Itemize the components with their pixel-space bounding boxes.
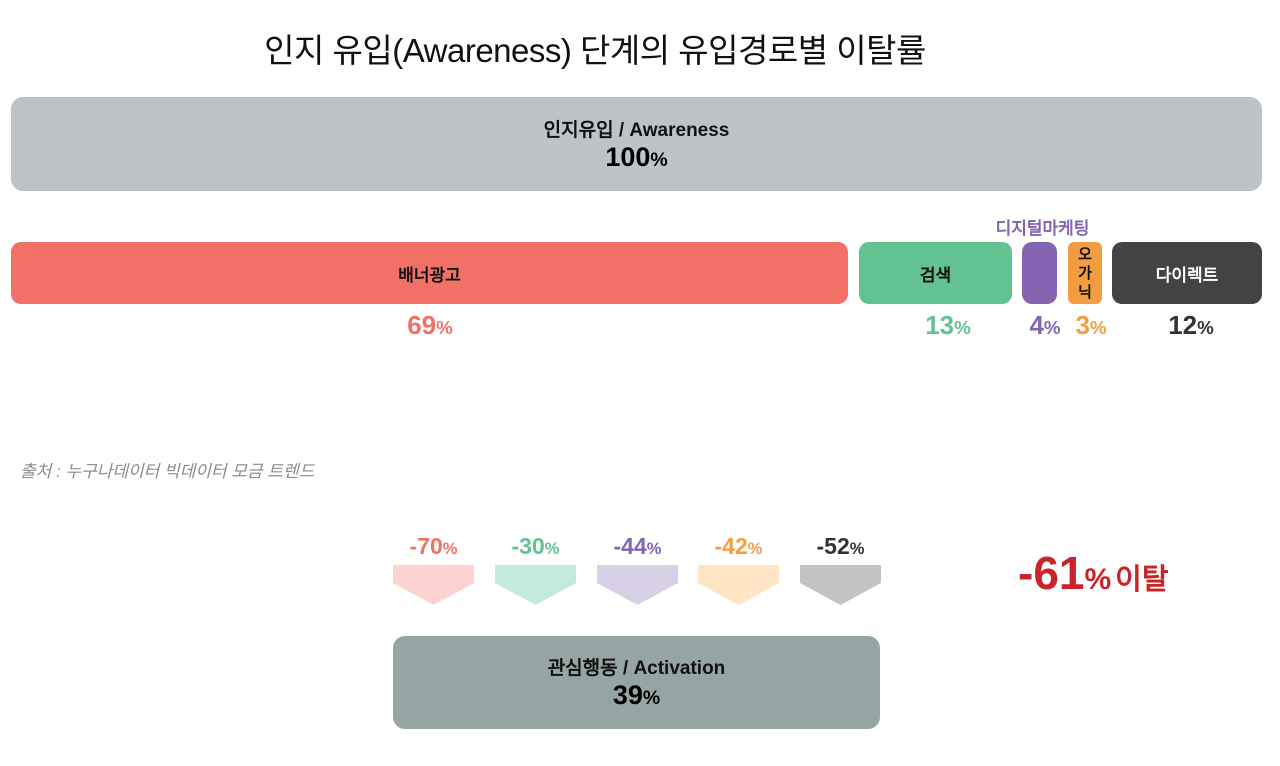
awareness-value-unit: % bbox=[650, 148, 668, 171]
down-arrow-icon bbox=[393, 565, 474, 605]
channel-value-digital-marketing: 4% bbox=[1020, 310, 1070, 341]
activation-label: 관심행동 / Activation bbox=[547, 658, 726, 680]
value-number: -42 bbox=[714, 533, 748, 559]
churn-word: 이탈 bbox=[1115, 564, 1169, 596]
down-arrow-icon bbox=[698, 565, 779, 605]
channel-bar-banner: 배너광고 bbox=[11, 242, 848, 304]
awareness-label: 인지유입 / Awareness bbox=[543, 119, 730, 141]
awareness-value: 100% bbox=[605, 142, 667, 173]
value-unit: % bbox=[1089, 317, 1107, 338]
channel-label-organic-char-1: 오 bbox=[1078, 245, 1092, 263]
value-unit: % bbox=[747, 539, 763, 558]
channel-bar-organic: 오 가 닉 bbox=[1068, 242, 1102, 304]
channel-bar-search: 검색 bbox=[859, 242, 1012, 304]
value-number: -70 bbox=[409, 533, 443, 559]
churn-unit: % bbox=[1084, 563, 1112, 596]
dropoff-value-direct: -52% bbox=[800, 533, 881, 560]
channel-value-direct: 12% bbox=[1146, 310, 1236, 341]
channel-label-search: 검색 bbox=[919, 265, 952, 285]
awareness-stage-box: 인지유입 / Awareness 100% bbox=[11, 97, 1262, 191]
value-unit: % bbox=[849, 539, 865, 558]
total-churn: -61% 이탈 bbox=[1018, 546, 1169, 600]
dropoff-value-organic: -42% bbox=[698, 533, 779, 560]
channel-value-organic: 3% bbox=[1066, 310, 1116, 341]
value-number: 3 bbox=[1075, 310, 1090, 340]
down-arrow-icon bbox=[800, 565, 881, 605]
channel-label-organic-char-3: 닉 bbox=[1078, 283, 1092, 301]
awareness-value-number: 100 bbox=[605, 141, 651, 172]
channel-label-organic-char-2: 가 bbox=[1078, 264, 1092, 282]
value-number: 4 bbox=[1029, 310, 1044, 340]
channel-value-search: 13% bbox=[898, 310, 998, 341]
channel-label-banner: 배너광고 bbox=[398, 265, 461, 285]
down-arrow-icon bbox=[495, 565, 576, 605]
value-unit: % bbox=[1043, 317, 1061, 338]
churn-number: -61 bbox=[1018, 547, 1085, 599]
value-number: -44 bbox=[613, 533, 647, 559]
value-unit: % bbox=[954, 317, 971, 338]
channel-label-direct: 다이렉트 bbox=[1155, 265, 1219, 285]
value-unit: % bbox=[442, 539, 458, 558]
down-arrow-icon bbox=[597, 565, 678, 605]
value-number: 69 bbox=[407, 310, 437, 340]
activation-stage-box: 관심행동 / Activation 39% bbox=[393, 636, 880, 729]
value-unit: % bbox=[544, 539, 560, 558]
dropoff-value-digital-marketing: -44% bbox=[597, 533, 678, 560]
value-number: -52 bbox=[816, 533, 850, 559]
dropoff-value-search: -30% bbox=[495, 533, 576, 560]
activation-value-unit: % bbox=[642, 687, 661, 710]
value-number: 13 bbox=[925, 310, 955, 340]
value-number: -30 bbox=[511, 533, 545, 559]
channel-bar-digital-marketing bbox=[1022, 242, 1057, 304]
value-unit: % bbox=[646, 539, 662, 558]
channel-value-banner: 69% bbox=[380, 310, 480, 341]
page-title: 인지 유입(Awareness) 단계의 유입경로별 이탈률 bbox=[264, 32, 926, 69]
source-note: 출처 : 누구나데이터 빅데이터 모금 트렌드 bbox=[20, 462, 315, 481]
value-unit: % bbox=[1197, 317, 1214, 338]
value-unit: % bbox=[436, 317, 453, 338]
activation-value-number: 39 bbox=[612, 680, 643, 711]
digital-marketing-label: 디지털마케팅 bbox=[995, 219, 1090, 238]
value-number: 12 bbox=[1168, 310, 1198, 340]
dropoff-value-banner: -70% bbox=[393, 533, 474, 560]
channel-bar-direct: 다이렉트 bbox=[1112, 242, 1262, 304]
activation-value: 39% bbox=[613, 680, 660, 711]
